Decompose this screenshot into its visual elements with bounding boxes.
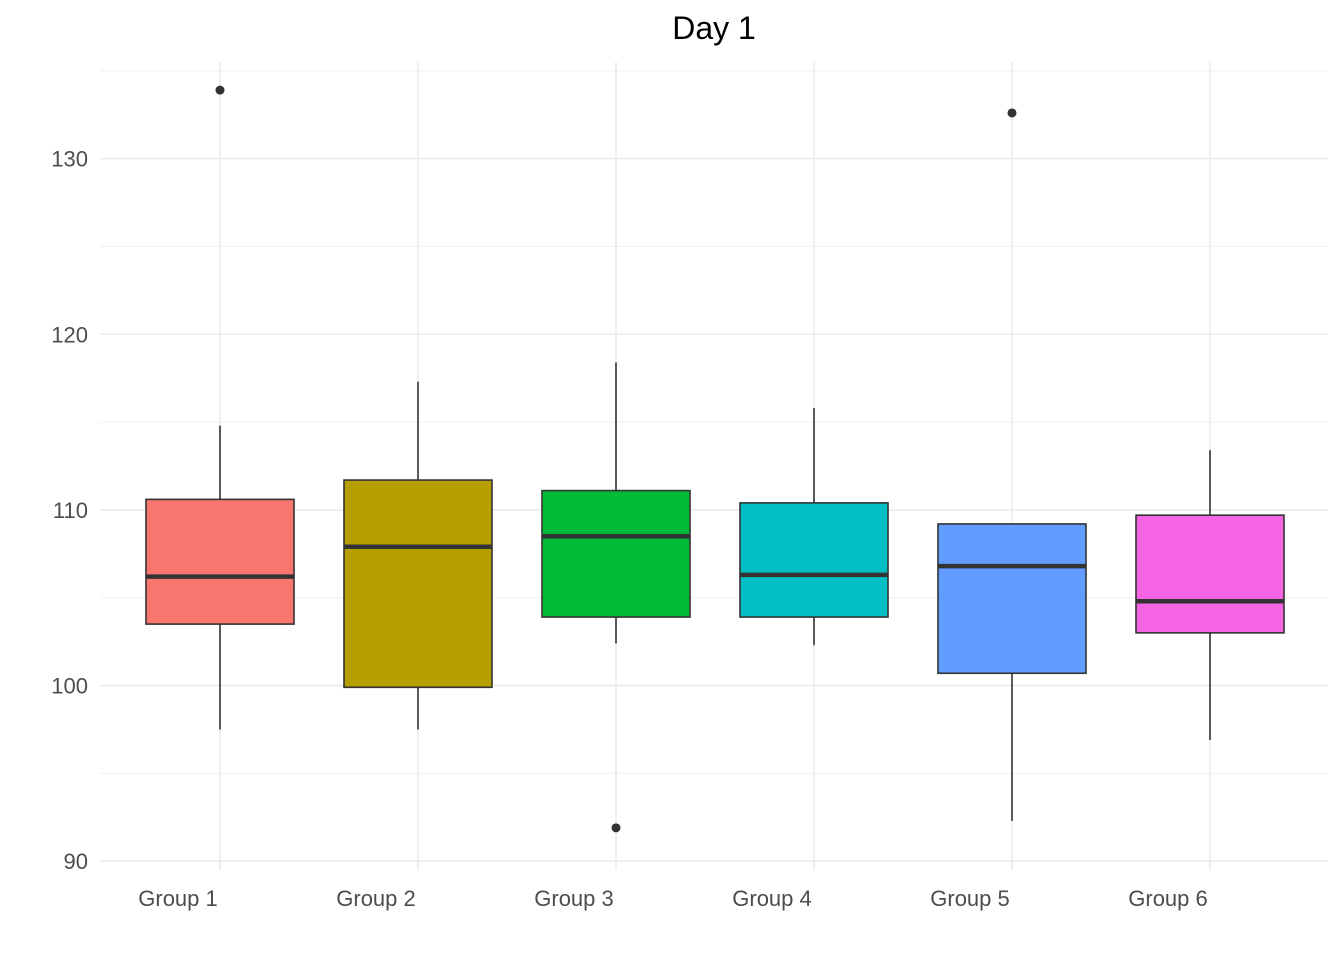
box-5 [937, 108, 1087, 821]
box-body [343, 479, 493, 689]
y-axis: 90 100 110 120 130 [51, 147, 88, 875]
y-tick-label: 130 [51, 147, 88, 172]
chart-title: Day 1 [672, 10, 756, 46]
x-axis: Group 1 Group 2 Group 3 Group 4 Group 5 Group… [138, 886, 1208, 911]
x-tick-label: Group 6 [1128, 886, 1208, 911]
x-tick-label: Group 4 [732, 886, 812, 911]
x-tick-label: Group 1 [138, 886, 218, 911]
outlier-point [611, 823, 621, 833]
box-body [937, 523, 1087, 675]
box-body [145, 498, 295, 625]
box-3 [541, 362, 691, 833]
outlier-point [1007, 108, 1017, 118]
y-tick-label: 110 [53, 498, 88, 523]
box-1 [145, 85, 295, 730]
box-6 [1135, 450, 1285, 741]
y-tick-label: 90 [64, 849, 88, 874]
x-tick-label: Group 5 [930, 886, 1010, 911]
y-tick-label: 120 [51, 322, 88, 347]
y-tick-label: 100 [51, 674, 88, 699]
x-tick-label: Group 3 [534, 886, 614, 911]
box-body [1135, 514, 1285, 634]
outlier-point [215, 85, 225, 95]
grid-layer [100, 62, 1328, 870]
box-4 [739, 408, 889, 646]
x-tick-label: Group 2 [336, 886, 416, 911]
box-body [541, 489, 691, 618]
box-2 [343, 381, 493, 730]
box-body [739, 502, 889, 618]
boxes-layer [145, 85, 1285, 833]
